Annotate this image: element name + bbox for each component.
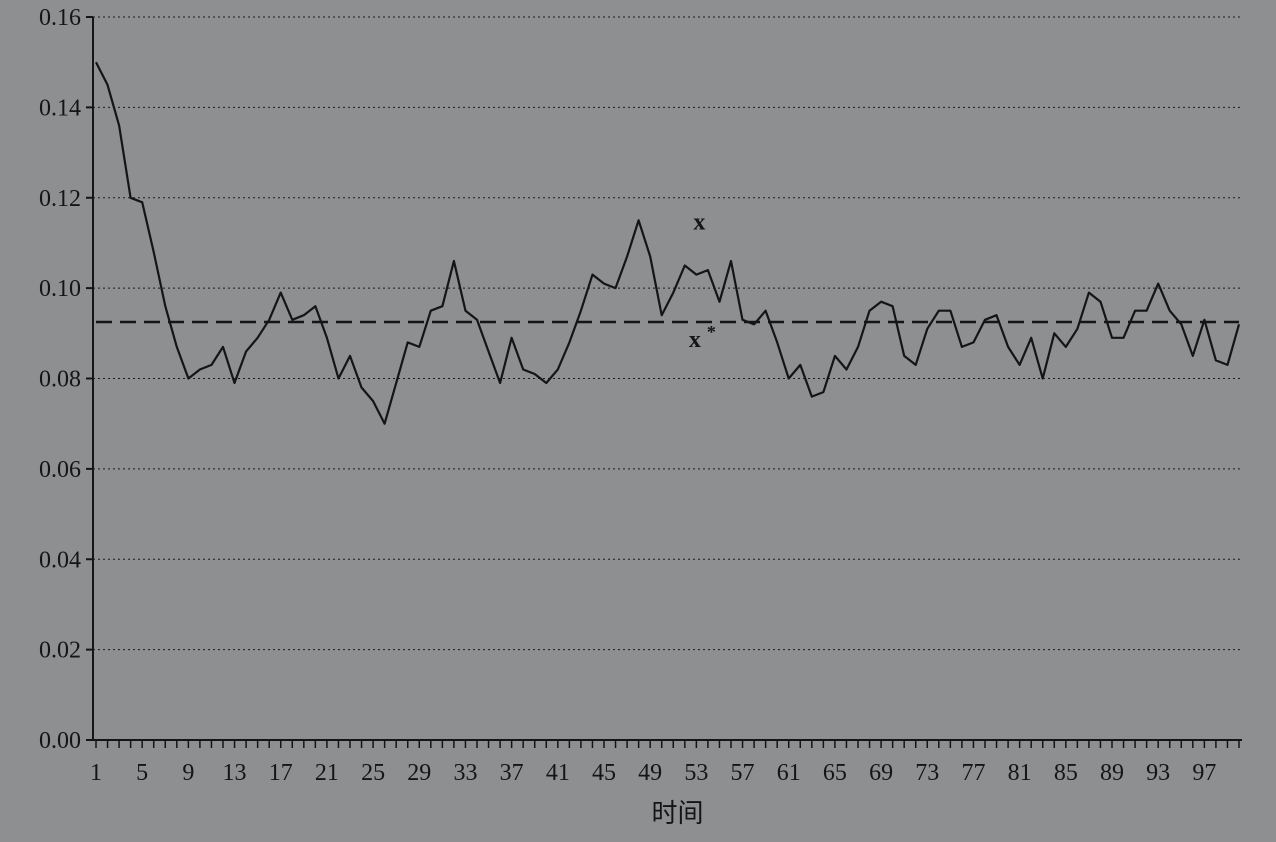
y-tick-label: 0.00 [39, 728, 81, 754]
x-tick-label: 29 [407, 760, 431, 786]
x-tick-label: 93 [1146, 760, 1170, 786]
x-tick-label: 81 [1008, 760, 1032, 786]
x-tick-label: 97 [1192, 760, 1216, 786]
x-axis-ticks: 1 5 9 13 17 21 25 29 33 37 41 45 49 53 57 61 65 69 73 77 81 8… [90, 740, 1240, 786]
y-tick-label: 0.06 [39, 457, 81, 483]
y-tick-label: 0.16 [39, 5, 81, 31]
y-tick-label: 0.14 [39, 95, 81, 121]
y-tick-label: 0.08 [39, 367, 81, 393]
x-tick-label: 17 [269, 760, 293, 786]
x-tick-label: 69 [869, 760, 893, 786]
x-tick-label: 25 [361, 760, 385, 786]
y-tick-label: 0.04 [39, 547, 81, 573]
y-tick-label: 0.02 [39, 638, 81, 664]
x-tick-label: 5 [136, 760, 148, 786]
x-tick-label: 53 [684, 760, 708, 786]
annotation-x: x [693, 209, 705, 235]
x-axis-title: 时间 [651, 799, 703, 829]
x-tick-label: 57 [731, 760, 755, 786]
y-tick-label: 0.12 [39, 186, 81, 212]
x-tick-label: 1 [90, 760, 102, 786]
y-tick-label: 0.10 [39, 276, 81, 302]
x-tick-label: 73 [915, 760, 939, 786]
series-line-x [95, 61, 1241, 425]
x-tick-label: 9 [182, 760, 194, 786]
x-tick-label: 33 [453, 760, 477, 786]
x-tick-label: 45 [592, 760, 616, 786]
series-layer [95, 61, 1241, 425]
x-tick-label: 13 [223, 760, 247, 786]
x-tick-label: 61 [777, 760, 801, 786]
x-tick-label: 65 [823, 760, 847, 786]
grid-lines [93, 16, 1242, 651]
x-tick-label: 89 [1100, 760, 1124, 786]
x-tick-label: 85 [1054, 760, 1078, 786]
x-tick-label: 21 [315, 760, 339, 786]
x-tick-label: 37 [500, 760, 524, 786]
x-tick-label: 49 [638, 760, 662, 786]
y-axis-ticks: 0.00 0.02 0.04 0.06 0.08 0.10 0.12 0.14 0.16 [39, 5, 93, 754]
x-tick-label: 77 [961, 760, 985, 786]
x-tick-label: 41 [546, 760, 570, 786]
annotation-x-star: x * [689, 322, 716, 353]
